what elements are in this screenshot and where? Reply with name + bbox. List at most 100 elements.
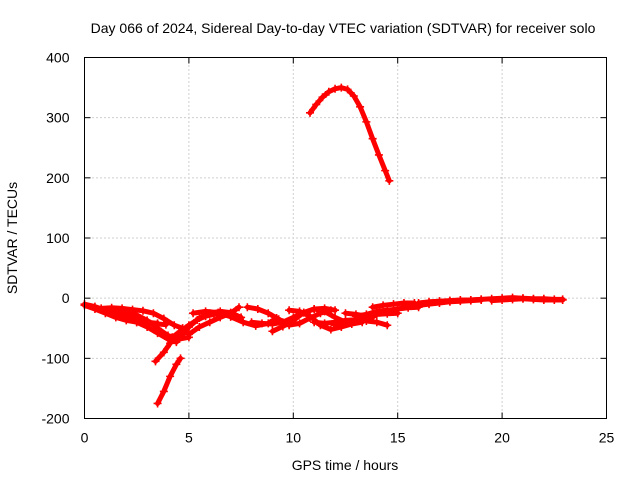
- data-point: [324, 87, 333, 96]
- data-point: [362, 310, 371, 319]
- data-point: [393, 304, 402, 313]
- data-point: [368, 303, 377, 312]
- data-point: [312, 100, 321, 109]
- data-point: [195, 314, 204, 323]
- data-point: [326, 325, 335, 334]
- data-point: [289, 316, 298, 325]
- data-point: [362, 117, 371, 126]
- y-tick-label: 0: [62, 290, 70, 306]
- series-drop-g: [153, 354, 185, 408]
- data-point: [295, 319, 304, 328]
- data-point: [253, 304, 262, 313]
- data-point: [368, 134, 377, 143]
- data-point: [159, 314, 168, 323]
- data-point: [487, 296, 496, 305]
- data-point: [149, 309, 158, 318]
- axis-ticks: 0 5 10 15 20 25 -200 -100 0 100 200 300 400: [41, 50, 614, 446]
- data-point: [268, 320, 277, 329]
- data-point: [184, 330, 193, 339]
- data-point: [414, 298, 423, 307]
- data-point: [195, 323, 204, 332]
- y-tick-label: 100: [46, 230, 70, 246]
- data-point: [508, 295, 517, 304]
- data-point: [558, 295, 567, 304]
- data-point: [201, 307, 210, 316]
- data-point: [170, 321, 179, 330]
- data-point: [379, 301, 388, 310]
- data-point: [310, 318, 319, 327]
- data-point: [331, 321, 340, 330]
- data-point: [239, 318, 248, 327]
- x-tick-label: 5: [185, 430, 193, 446]
- data-point: [389, 300, 398, 309]
- data-point: [97, 304, 106, 313]
- data-point: [341, 309, 350, 318]
- data-point: [257, 319, 266, 328]
- data-point: [166, 372, 175, 381]
- x-tick-label: 10: [286, 430, 302, 446]
- x-tick-label: 20: [494, 430, 510, 446]
- series-trace: [186, 304, 242, 337]
- data-point: [176, 354, 185, 363]
- y-tick-label: -200: [41, 411, 69, 427]
- data-point: [341, 318, 350, 327]
- data-point: [295, 307, 304, 316]
- data-point: [550, 295, 559, 304]
- data-point: [143, 323, 152, 332]
- x-tick-label: 0: [81, 430, 89, 446]
- data-point: [466, 295, 475, 304]
- data-point: [235, 303, 244, 312]
- data-point: [320, 319, 329, 328]
- y-tick-label: 300: [46, 110, 70, 126]
- data-point: [351, 312, 360, 321]
- x-tick-label: 15: [390, 430, 406, 446]
- data-point: [306, 108, 315, 117]
- data-point: [383, 306, 392, 315]
- series-trace: [307, 85, 392, 184]
- y-tick-label: -100: [41, 350, 69, 366]
- data-point: [310, 304, 319, 313]
- data-point: [189, 309, 198, 318]
- series-arc-j: [184, 303, 244, 339]
- data-point: [159, 387, 168, 396]
- x-tick-label: 25: [599, 430, 615, 446]
- data-point: [111, 307, 120, 316]
- data-point: [268, 327, 277, 336]
- data-point: [374, 150, 383, 159]
- data-point: [205, 318, 214, 327]
- data-point: [337, 83, 346, 92]
- data-point: [331, 306, 340, 315]
- chart-title: Day 066 of 2024, Sidereal Day-to-day VTE…: [91, 20, 596, 36]
- data-point: [122, 316, 131, 325]
- data-point: [383, 321, 392, 330]
- data-point: [159, 348, 168, 357]
- data-point: [456, 295, 465, 304]
- series-hump: [306, 83, 394, 185]
- data-point: [477, 295, 486, 304]
- data-point: [153, 329, 162, 338]
- data-point: [318, 93, 327, 102]
- data-point: [404, 302, 413, 311]
- data-point: [285, 306, 294, 315]
- data-point: [264, 309, 273, 318]
- data-point: [151, 357, 160, 366]
- y-axis-label: SDTVAR / TECUs: [4, 182, 20, 294]
- x-axis-label: GPS time / hours: [292, 457, 399, 473]
- data-point: [168, 333, 177, 342]
- data-point: [214, 308, 223, 317]
- grid: [84, 57, 607, 419]
- data-point: [243, 303, 252, 312]
- data-point: [518, 294, 527, 303]
- data-point: [176, 333, 185, 342]
- data-point: [385, 176, 394, 185]
- data-point: [132, 318, 141, 327]
- data-point: [166, 339, 175, 348]
- data-point: [445, 296, 454, 305]
- data-point: [122, 308, 131, 317]
- data-point: [529, 295, 538, 304]
- data-point: [425, 297, 434, 306]
- data-point: [247, 318, 256, 327]
- data-point: [539, 295, 548, 304]
- data-point: [184, 323, 193, 332]
